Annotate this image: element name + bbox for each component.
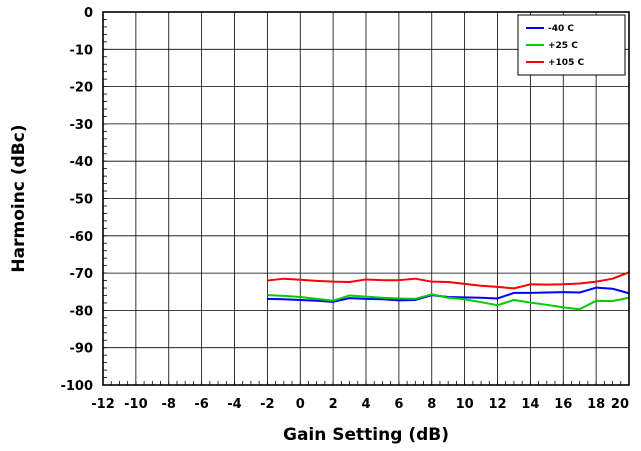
x-tick-label: 0 [296, 397, 305, 412]
y-tick-label: -10 [70, 43, 94, 58]
y-tick-label: -40 [70, 155, 94, 170]
legend: -40 C +25 C +105 C [517, 14, 626, 76]
y-tick-label: -70 [70, 267, 94, 282]
x-tick-label: 4 [361, 397, 370, 412]
series-lines [267, 271, 630, 311]
x-tick-label: 12 [488, 397, 506, 412]
plot-frame [102, 11, 630, 386]
x-tick-label: -4 [227, 397, 241, 412]
x-tick-label: -12 [91, 397, 115, 412]
x-tick-label: 10 [456, 397, 474, 412]
x-tick-labels: -12 -10 -8 -6 -4 -2 0 2 4 6 8 10 12 14 16 18 20 [91, 397, 629, 412]
x-tick-label: 18 [587, 397, 605, 412]
x-tick-label: -2 [260, 397, 274, 412]
x-tick-label: 6 [394, 397, 403, 412]
x-tick-label: 16 [554, 397, 572, 412]
y-tick-label: -60 [70, 230, 94, 245]
legend-label: -40 C [548, 24, 574, 34]
y-tick-labels: 0 -10 -20 -30 -40 -50 -60 -70 -80 -90 -100 [60, 6, 93, 394]
legend-label: +105 C [548, 58, 584, 68]
series-line-1 [267, 293, 630, 311]
y-tick-label: -20 [70, 81, 94, 96]
x-tick-label: -10 [124, 397, 148, 412]
legend-label: +25 C [548, 41, 578, 51]
y-tick-label: -100 [60, 379, 93, 394]
y-tick-label: -80 [70, 304, 94, 319]
series-line-2 [267, 271, 630, 290]
x-tick-label: 20 [611, 397, 629, 412]
x-tick-label: 8 [427, 397, 436, 412]
y-tick-label: -90 [70, 342, 94, 357]
x-axis-title: Gain Setting (dB) [283, 425, 449, 445]
y-tick-label: -50 [70, 193, 94, 208]
x-tick-label: -6 [194, 397, 208, 412]
y-tick-label: 0 [84, 6, 93, 21]
x-tick-label: -8 [162, 397, 176, 412]
y-tick-label: -30 [70, 118, 94, 133]
x-tick-label: 2 [329, 397, 338, 412]
y-axis-title: Harmoinc (dBc) [9, 124, 29, 272]
x-tick-label: 14 [521, 397, 539, 412]
